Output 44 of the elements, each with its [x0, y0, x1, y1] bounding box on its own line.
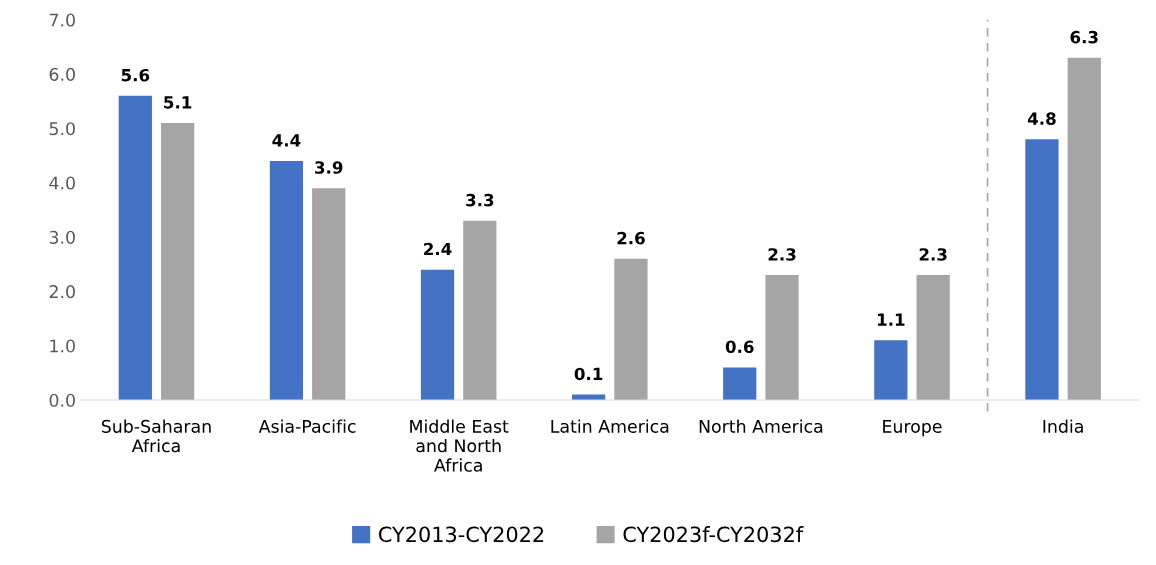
bar [1025, 139, 1059, 401]
bar [161, 122, 195, 401]
data-label: 3.9 [315, 161, 343, 174]
legend-label: CY2023f-CY2032f [623, 526, 804, 543]
bar [118, 95, 152, 401]
data-label: 5.1 [164, 96, 192, 109]
data-label: 4.4 [272, 134, 301, 147]
x-tick-label: Europe [883, 420, 942, 437]
x-tick-label: Latin America [551, 419, 669, 433]
x-tick-label: Asia-Pacific [258, 419, 356, 433]
data-label: 3.3 [466, 193, 494, 207]
bar [723, 367, 757, 401]
y-tick-label: 1.0 [50, 339, 75, 353]
bar [420, 269, 455, 401]
data-label: 0.6 [725, 340, 754, 354]
y-tick-label: 6.0 [49, 67, 75, 81]
legend-label: CY2013-CY2022 [378, 526, 544, 543]
x-tick-label: Sub-Saharan Africa [101, 419, 211, 453]
data-label: 5.6 [121, 68, 150, 82]
x-tick-label: Middle East and North Africa [410, 419, 509, 472]
data-label: 1.1 [877, 313, 905, 326]
data-label: 2.6 [617, 231, 645, 245]
bar [312, 188, 346, 401]
x-tick-label: India [1043, 419, 1083, 433]
data-label: 2.3 [919, 248, 947, 261]
data-label: 2.4 [424, 242, 452, 256]
y-tick-label: 2.0 [49, 285, 75, 299]
bar [874, 340, 908, 401]
bar [765, 275, 799, 401]
y-tick-label: 4.0 [49, 176, 75, 190]
x-tick-label: North America [699, 419, 823, 433]
data-label: 0.1 [574, 367, 603, 381]
bar [1067, 57, 1101, 401]
data-label: 6.3 [1070, 30, 1098, 44]
bar [269, 161, 304, 401]
y-tick-label: 5.0 [49, 122, 75, 136]
y-tick-label: 3.0 [49, 230, 75, 244]
y-tick-label: 7.0 [49, 13, 75, 27]
bar [614, 258, 648, 401]
y-tick-label: 0.0 [49, 393, 75, 407]
bar [463, 220, 497, 401]
bar [916, 275, 950, 401]
data-label: 2.3 [768, 248, 796, 261]
data-label: 4.8 [1027, 112, 1056, 125]
